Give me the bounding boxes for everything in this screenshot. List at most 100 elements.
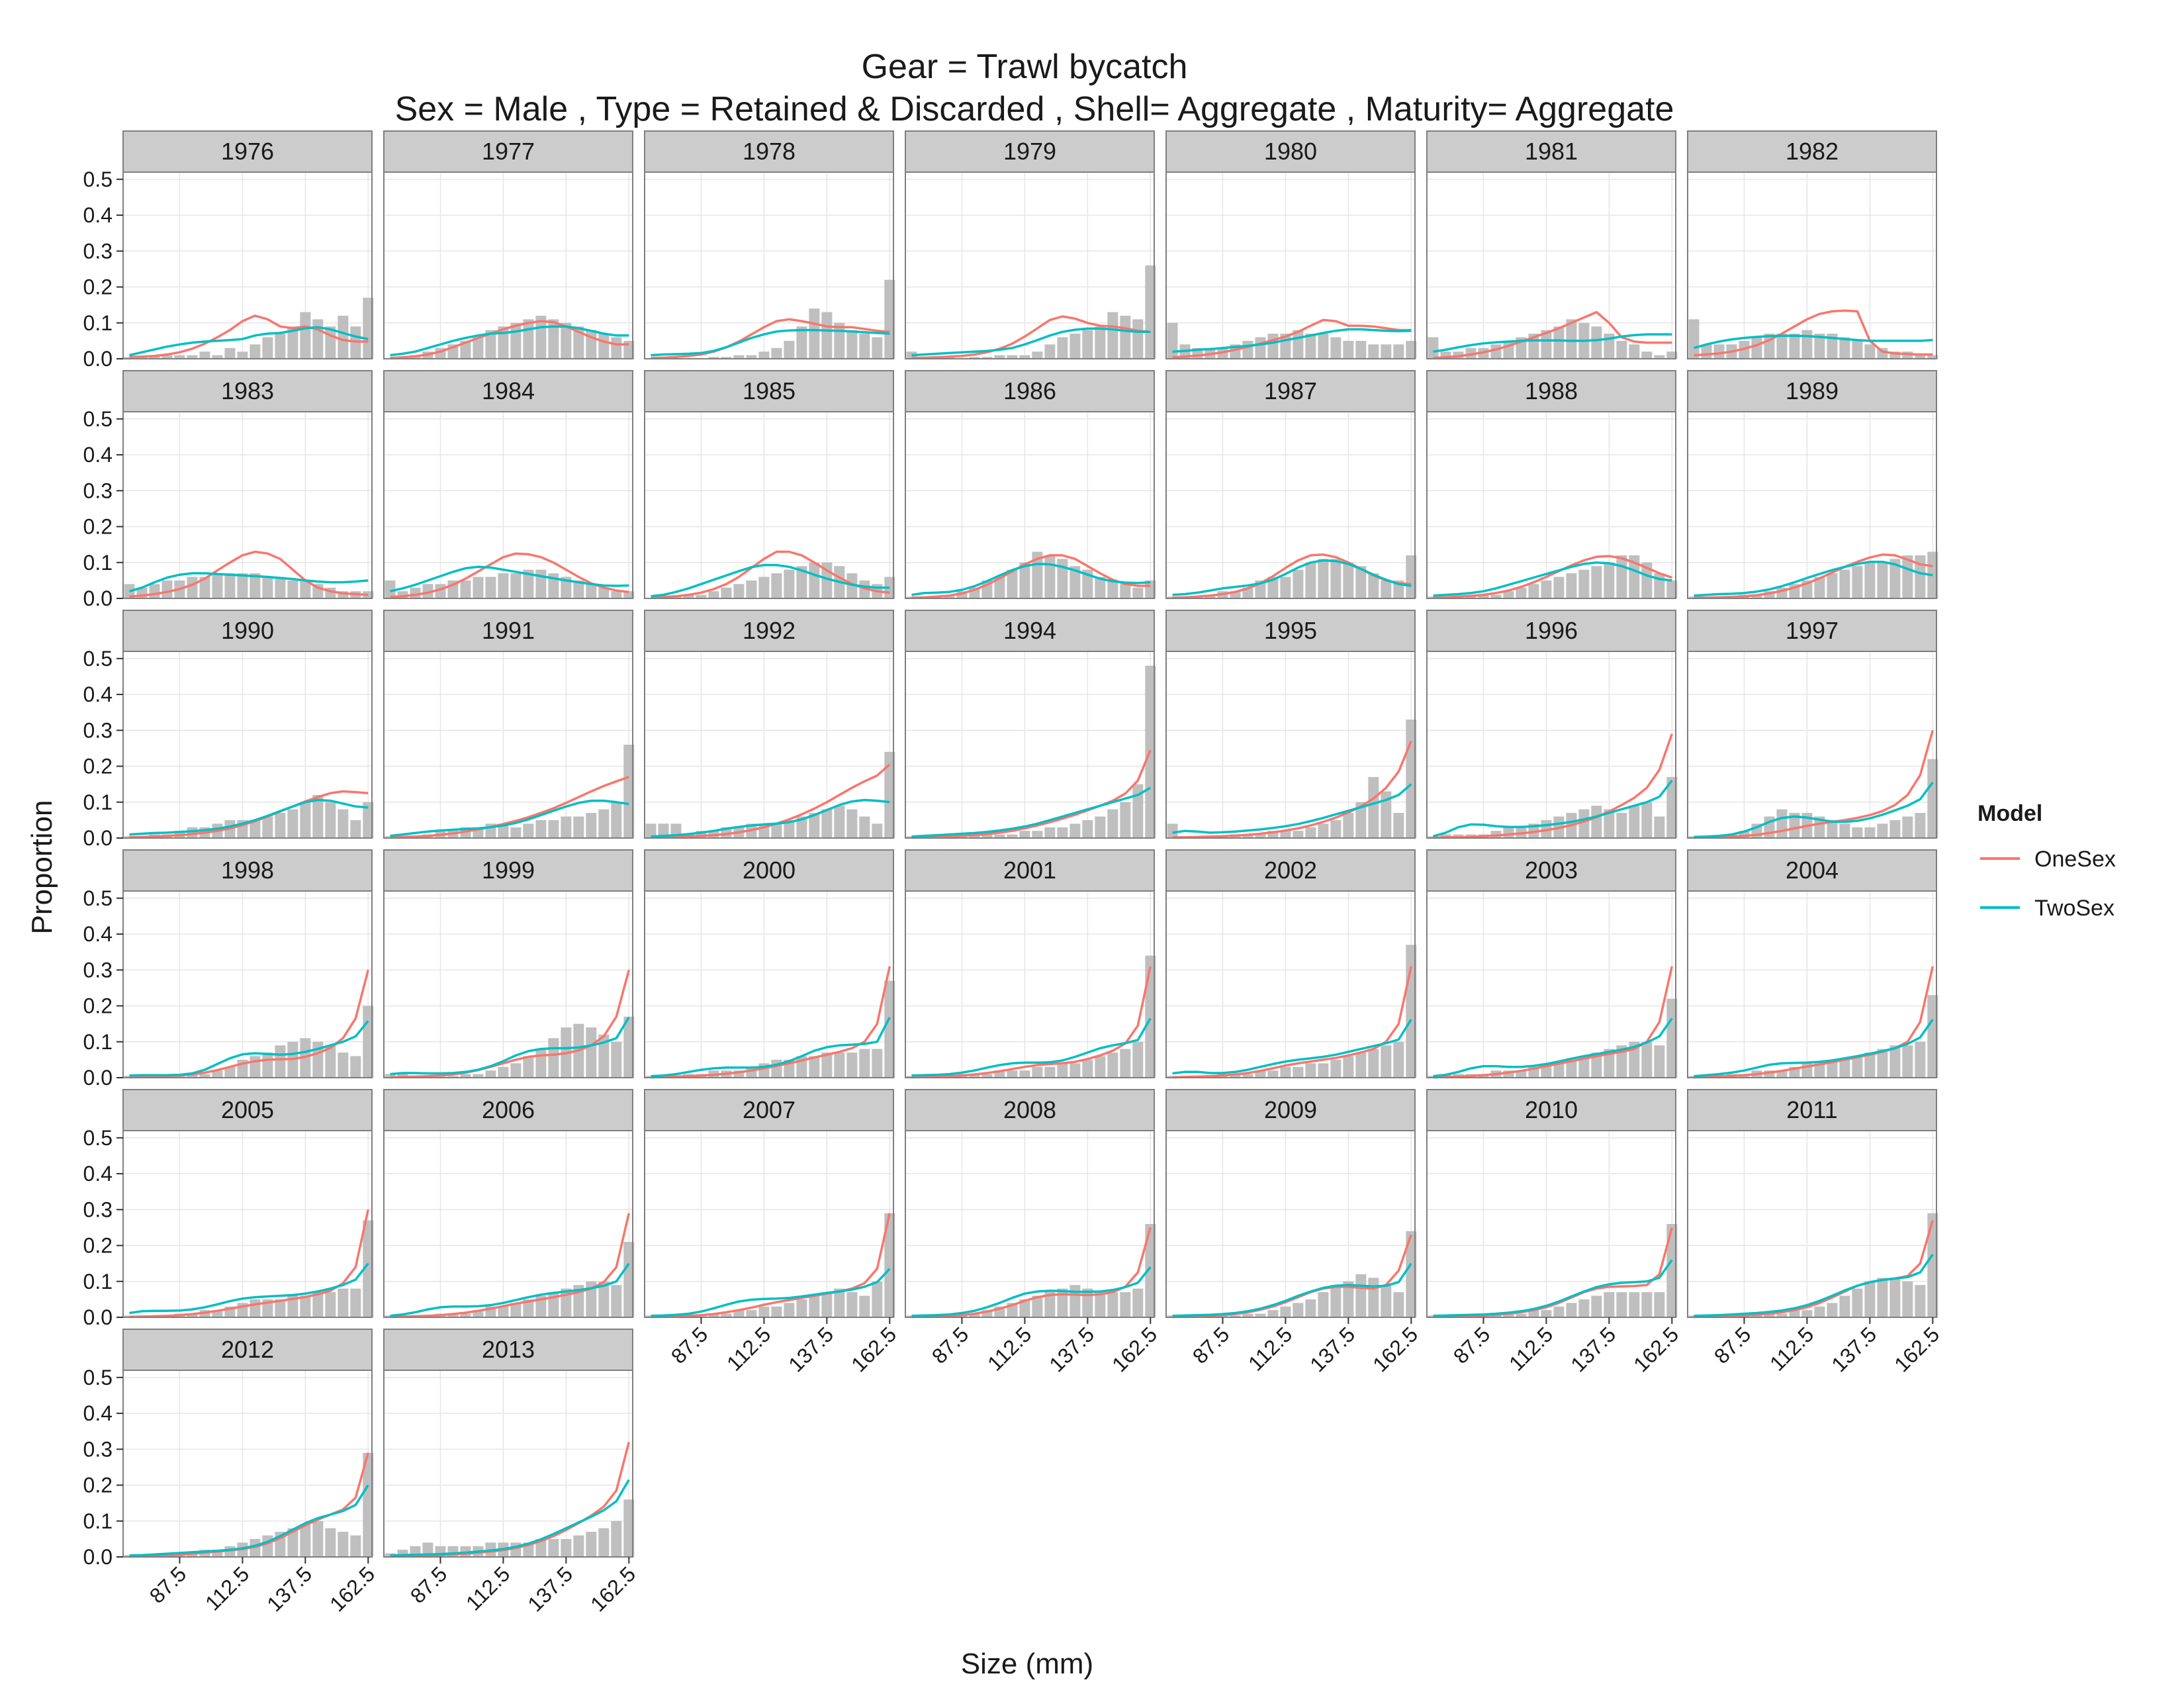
observed-bar xyxy=(1666,352,1678,359)
twosex-line xyxy=(1433,1259,1673,1317)
observed-bar xyxy=(1852,827,1863,838)
x-tick-label: 137.5 xyxy=(1044,1322,1099,1376)
facet-strip xyxy=(1426,130,1676,173)
facet-strip xyxy=(122,370,373,412)
observed-bar xyxy=(1069,823,1081,838)
y-tick-label: 0.3 xyxy=(83,958,113,982)
observed-bar xyxy=(447,1076,459,1078)
observed-bar xyxy=(1280,1306,1291,1317)
observed-bar xyxy=(1318,1063,1329,1078)
observed-bar xyxy=(312,1292,324,1317)
observed-bar xyxy=(224,348,236,359)
observed-bar xyxy=(1044,1292,1056,1317)
onesex-line xyxy=(651,763,891,839)
observed-bar xyxy=(623,745,635,838)
panel-border xyxy=(122,890,373,1078)
observed-bar xyxy=(485,1070,496,1078)
observed-bar xyxy=(1789,813,1800,838)
x-tick-label: 112.5 xyxy=(983,1322,1036,1375)
observed-bar xyxy=(1776,1313,1788,1317)
observed-bar xyxy=(1553,1306,1565,1317)
facet-strip xyxy=(644,130,894,173)
facet-strip xyxy=(1687,610,1937,652)
observed-bar xyxy=(1553,1063,1565,1078)
observed-bar xyxy=(149,584,160,598)
facet-strip-label: 1990 xyxy=(221,617,274,644)
facet-panel-1988: 1988 xyxy=(1426,370,1678,599)
observed-bar xyxy=(1368,1278,1379,1317)
facet-strip xyxy=(1426,370,1676,412)
facet-strip xyxy=(383,610,633,652)
facet-strip-label: 1989 xyxy=(1786,377,1839,404)
y-tick-label: 0.3 xyxy=(83,1197,113,1221)
observed-bar xyxy=(1007,355,1018,359)
facet-strip-label: 2009 xyxy=(1264,1096,1317,1123)
facet-strip-label: 1996 xyxy=(1525,617,1578,644)
observed-bar xyxy=(1368,573,1379,598)
observed-bar xyxy=(1578,809,1590,838)
facet-panel-1976: 1976 0.0 0.1 0.2 0.3 0.4 0.5 xyxy=(83,130,374,371)
observed-bar xyxy=(1827,573,1838,598)
observed-bar xyxy=(1478,594,1489,598)
observed-bar xyxy=(473,337,484,359)
observed-bar xyxy=(1368,1049,1379,1078)
facet-strip xyxy=(383,130,633,173)
x-tick-label: 162.5 xyxy=(846,1322,901,1376)
observed-bar xyxy=(1305,1063,1316,1078)
observed-bar xyxy=(872,823,883,838)
observed-bar xyxy=(872,1281,883,1317)
panel-background xyxy=(1426,1130,1676,1318)
observed-bar xyxy=(325,1292,336,1317)
observed-bar xyxy=(498,1066,509,1078)
facet-panel-1992: 1992 xyxy=(644,610,895,839)
twosex-line xyxy=(1172,328,1412,353)
observed-bar xyxy=(1889,352,1901,359)
observed-bar xyxy=(523,319,534,359)
panel-border xyxy=(1687,651,1937,839)
panel-border xyxy=(383,651,633,839)
observed-bar xyxy=(1107,1292,1118,1317)
y-tick-label: 0.4 xyxy=(83,203,113,227)
observed-bar xyxy=(535,569,547,598)
facet-strip-label: 1983 xyxy=(221,377,274,404)
observed-bar xyxy=(859,334,870,359)
observed-bar xyxy=(872,337,883,359)
observed-bar xyxy=(422,584,433,598)
observed-bar xyxy=(1541,330,1552,359)
observed-bar xyxy=(1827,820,1838,838)
observed-bar xyxy=(548,319,559,359)
observed-bar xyxy=(1776,1070,1788,1078)
observed-bar xyxy=(561,816,572,838)
observed-bar xyxy=(212,1070,223,1078)
observed-bar xyxy=(809,1295,820,1317)
facet-panel-2009: 2009 87.5 112.5 137.5 162.5 xyxy=(1165,1089,1422,1377)
observed-bar xyxy=(275,813,286,838)
observed-bar xyxy=(1864,344,1876,359)
x-tick-label: 87.5 xyxy=(145,1562,191,1607)
observed-bar xyxy=(1604,1049,1615,1078)
observed-bar xyxy=(363,1452,374,1557)
observed-bar xyxy=(1242,1313,1253,1317)
observed-bar xyxy=(1566,1059,1577,1078)
panel-border xyxy=(122,171,373,359)
observed-bar xyxy=(1688,319,1700,359)
observed-bar xyxy=(1616,813,1627,838)
observed-bar xyxy=(846,809,858,838)
y-tick-label: 0.2 xyxy=(83,275,113,299)
observed-bar xyxy=(187,577,198,598)
x-tick-label: 137.5 xyxy=(523,1562,577,1616)
observed-bar xyxy=(1132,587,1144,598)
observed-bar xyxy=(1107,580,1118,598)
observed-bar xyxy=(796,1299,807,1317)
twosex-line xyxy=(911,327,1151,357)
observed-bar xyxy=(1776,809,1788,838)
observed-bar xyxy=(1280,577,1291,598)
observed-bar xyxy=(1578,1299,1590,1317)
facet-strip-label: 1992 xyxy=(743,617,796,644)
observed-bar xyxy=(1167,322,1178,359)
observed-bar xyxy=(1280,1066,1291,1078)
y-tick-label: 0.0 xyxy=(83,347,113,371)
observed-bar xyxy=(1406,340,1417,359)
observed-bar xyxy=(1107,809,1118,838)
